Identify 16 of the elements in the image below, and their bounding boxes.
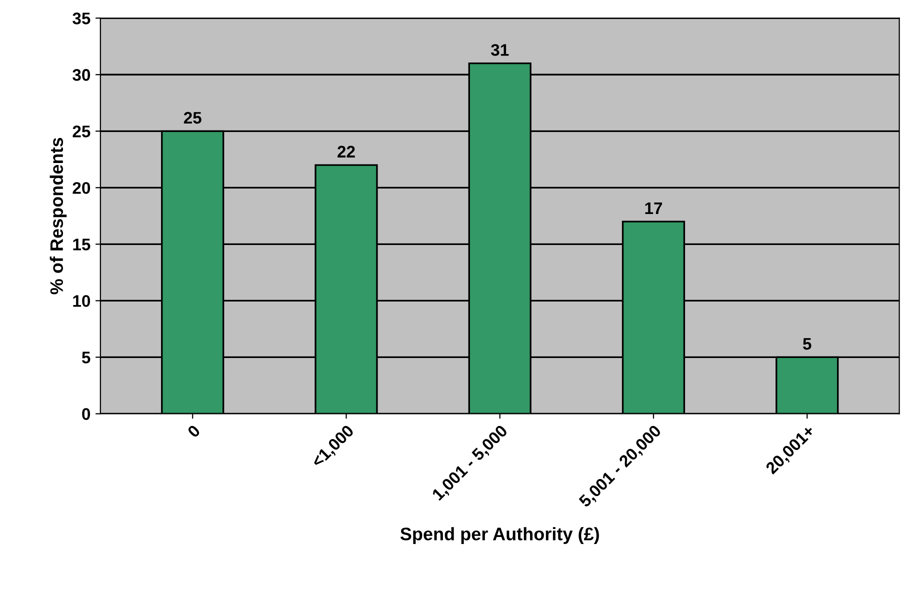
y-axis-title: % of Respondents (50, 138, 67, 294)
y-tick-label: 5 (82, 352, 90, 364)
y-tick-label: 10 (73, 295, 90, 307)
y-tick-label: 0 (82, 408, 90, 420)
data-label: 25 (184, 112, 202, 124)
y-tick-label: 30 (72, 69, 90, 81)
y-tick-label: 25 (72, 126, 90, 138)
x-tick-label: 0 (186, 424, 201, 438)
y-tick-label: 15 (73, 238, 90, 250)
data-label: 17 (645, 202, 662, 214)
data-label: 22 (338, 146, 355, 158)
data-label: 5 (803, 338, 812, 350)
y-tick-label: 20 (72, 182, 90, 194)
x-axis-title: Spend per Authority (£) (400, 527, 599, 544)
y-tick-label: 35 (72, 12, 90, 24)
data-label: 31 (490, 44, 509, 56)
